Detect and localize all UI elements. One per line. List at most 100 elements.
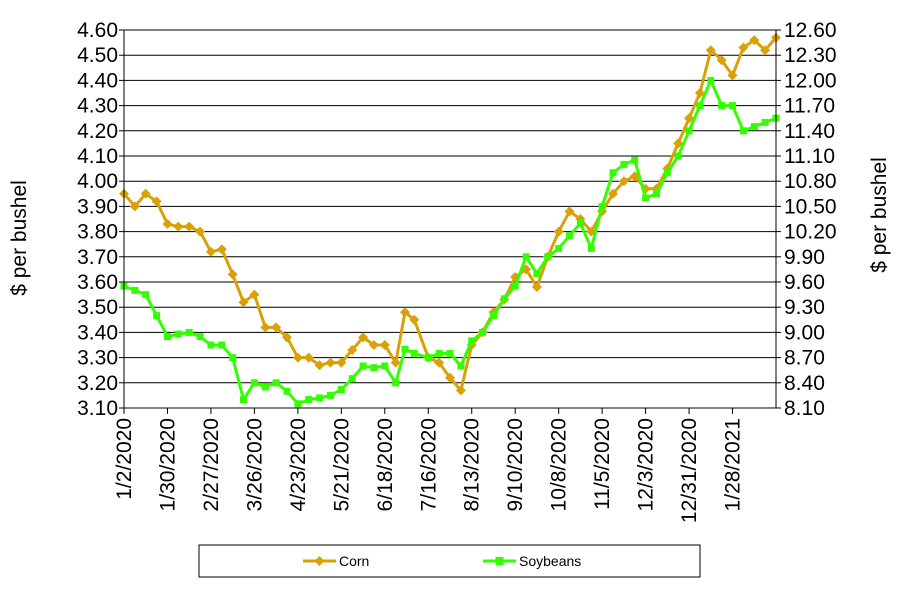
corn-data-point bbox=[455, 385, 466, 396]
x-tick-label: 7/16/2020 bbox=[417, 418, 440, 511]
soybeans-data-point bbox=[620, 160, 628, 168]
right-tick-label: 9.00 bbox=[784, 321, 825, 344]
corn-data-point bbox=[694, 88, 705, 98]
left-tick-label: 3.30 bbox=[77, 347, 118, 370]
soybeans-data-point bbox=[587, 244, 595, 252]
left-tick-label: 3.90 bbox=[77, 195, 118, 218]
soybeans-data-point bbox=[164, 333, 171, 341]
soybeans-data-point bbox=[207, 341, 215, 349]
soybeans-data-point bbox=[381, 362, 389, 370]
corn-data-point bbox=[151, 196, 162, 207]
corn-data-point bbox=[216, 244, 227, 255]
left-tick-label: 3.70 bbox=[77, 246, 118, 269]
soybeans-data-point bbox=[522, 253, 530, 261]
legend-soybeans-marker bbox=[495, 557, 504, 565]
corn-data-point bbox=[358, 332, 369, 343]
series-layer bbox=[119, 32, 781, 408]
soybeans-data-point bbox=[533, 270, 541, 278]
left-tick-label: 4.20 bbox=[77, 120, 118, 143]
soybeans-data-point bbox=[359, 362, 367, 370]
legend: Corn Soybeans bbox=[198, 544, 701, 578]
left-tick-label: 4.40 bbox=[77, 69, 118, 92]
corn-data-point bbox=[205, 246, 216, 257]
left-tick-label: 3.80 bbox=[77, 221, 118, 244]
soybeans-data-point bbox=[261, 383, 269, 391]
corn-data-point bbox=[553, 226, 564, 237]
corn-data-point bbox=[368, 340, 379, 350]
corn-data-point bbox=[760, 45, 771, 56]
right-tick-label: 8.70 bbox=[784, 347, 825, 370]
soybeans-data-point bbox=[468, 337, 476, 345]
soybeans-data-point bbox=[196, 333, 204, 341]
right-tick-label: 10.20 bbox=[784, 221, 837, 244]
corn-data-point bbox=[716, 55, 727, 66]
legend-soybeans-label: Soybeans bbox=[519, 553, 581, 569]
soybeans-data-point bbox=[410, 349, 418, 357]
soybeans-data-point bbox=[142, 291, 150, 299]
left-tick-label: 3.10 bbox=[77, 397, 118, 420]
soybeans-data-point bbox=[674, 152, 682, 160]
x-tick-label: 1/28/2021 bbox=[722, 418, 745, 511]
soybeans-data-point bbox=[305, 396, 313, 404]
right-tick-label: 8.10 bbox=[784, 397, 825, 420]
corn-data-point bbox=[379, 340, 390, 350]
corn-data-point bbox=[303, 352, 314, 363]
soybeans-data-point bbox=[424, 354, 432, 362]
x-axis-ticks: 1/2/2020 1/30/2020 2/27/2020 3/26/2020 4/23/… bbox=[113, 408, 745, 523]
soybeans-data-point bbox=[392, 379, 400, 387]
x-tick-label: 6/18/2020 bbox=[374, 418, 397, 511]
soybeans-data-point bbox=[707, 76, 715, 84]
x-tick-label: 10/8/2020 bbox=[548, 418, 571, 511]
corn-data-point bbox=[705, 45, 716, 56]
left-tick-label: 4.30 bbox=[77, 95, 118, 118]
soybeans-data-point bbox=[490, 312, 497, 320]
x-tick-label: 11/5/2020 bbox=[591, 418, 614, 510]
right-tick-label: 10.80 bbox=[784, 170, 837, 193]
soybeans-data-point bbox=[401, 345, 409, 353]
left-axis-ticks: 3.103.203.30 3.403.503.603.703.80 3.904.00… bbox=[77, 19, 124, 420]
soybeans-data-point bbox=[370, 364, 378, 372]
soybeans-data-point bbox=[609, 169, 617, 177]
soybeans-data-point bbox=[229, 354, 237, 362]
legend-corn-marker bbox=[314, 556, 325, 566]
left-tick-label: 3.40 bbox=[77, 321, 118, 344]
corn-data-point bbox=[260, 322, 271, 333]
soybeans-data-point bbox=[663, 169, 671, 177]
x-tick-label: 8/13/2020 bbox=[461, 418, 484, 511]
soybeans-data-point bbox=[566, 232, 573, 240]
corn-data-point bbox=[618, 176, 629, 187]
right-tick-label: 12.00 bbox=[784, 69, 837, 92]
corn-data-point bbox=[173, 221, 184, 232]
soybeans-data-point bbox=[153, 312, 161, 320]
soybeans-data-point bbox=[185, 328, 193, 336]
legend-corn-label: Corn bbox=[339, 553, 369, 569]
corn-data-point bbox=[129, 201, 140, 212]
soybeans-data-point bbox=[642, 194, 650, 202]
soybeans-data-point bbox=[761, 118, 769, 126]
soybeans-data-point bbox=[750, 123, 758, 131]
corn-data-point bbox=[249, 289, 260, 300]
right-tick-label: 12.60 bbox=[784, 19, 837, 42]
x-tick-label: 2/27/2020 bbox=[200, 418, 223, 511]
corn-data-point bbox=[184, 221, 195, 232]
corn-data-point bbox=[564, 206, 575, 217]
soybeans-data-point bbox=[283, 387, 291, 395]
right-axis-title: $ per bushel bbox=[868, 157, 891, 273]
soybeans-data-point bbox=[131, 286, 139, 294]
soybeans-data-point bbox=[739, 127, 747, 135]
corn-data-point bbox=[314, 360, 325, 371]
corn-data-point bbox=[409, 314, 420, 325]
right-tick-label: 11.40 bbox=[784, 120, 835, 143]
soybeans-data-point bbox=[240, 396, 247, 404]
left-tick-label: 3.20 bbox=[77, 372, 118, 395]
axes bbox=[123, 30, 777, 409]
soybeans-data-point bbox=[631, 156, 639, 164]
corn-data-point bbox=[347, 345, 358, 355]
soybeans-data-point bbox=[435, 349, 443, 357]
corn-data-point bbox=[195, 226, 206, 237]
corn-data-point bbox=[162, 219, 173, 229]
soybeans-data-point bbox=[457, 362, 465, 370]
corn-data-point bbox=[227, 269, 238, 280]
soybeans-data-point bbox=[653, 190, 660, 198]
